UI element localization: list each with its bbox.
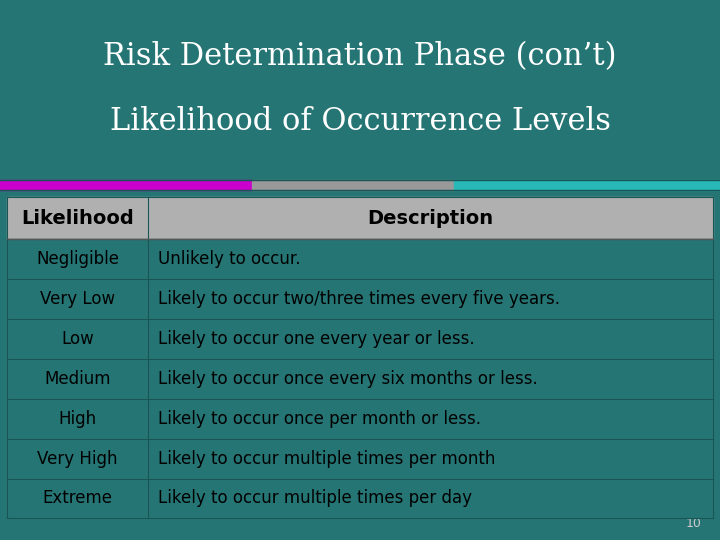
Bar [7,359,713,399]
Text: Likely to occur once every six months or less.: Likely to occur once every six months or… [158,370,538,388]
Text: Low: Low [61,330,94,348]
Text: Likely to occur once per month or less.: Likely to occur once per month or less. [158,410,482,428]
Text: 10: 10 [686,517,702,530]
Bar [7,239,713,279]
Bar [7,399,713,438]
Text: Unlikely to occur.: Unlikely to occur. [158,250,301,268]
Text: Very High: Very High [37,450,117,468]
Text: Risk Determination Phase (con’t): Risk Determination Phase (con’t) [103,41,617,72]
Text: Extreme: Extreme [42,489,112,508]
Text: Medium: Medium [44,370,111,388]
Bar [7,438,713,478]
Bar [7,197,713,239]
Bar [0,180,252,190]
Text: Likely to occur multiple times per day: Likely to occur multiple times per day [158,489,472,508]
Bar [252,180,454,190]
Text: Likelihood: Likelihood [21,208,134,228]
Bar [7,279,713,319]
Text: Likely to occur multiple times per month: Likely to occur multiple times per month [158,450,496,468]
Text: Very Low: Very Low [40,290,115,308]
Text: Likelihood of Occurrence Levels: Likelihood of Occurrence Levels [109,106,611,137]
Bar [7,319,713,359]
Bar [7,478,713,518]
Text: High: High [58,410,96,428]
Text: Likely to occur two/three times every five years.: Likely to occur two/three times every fi… [158,290,560,308]
Bar [454,180,720,190]
Text: Likely to occur one every year or less.: Likely to occur one every year or less. [158,330,475,348]
Text: Negligible: Negligible [36,250,119,268]
Text: Description: Description [367,208,493,228]
